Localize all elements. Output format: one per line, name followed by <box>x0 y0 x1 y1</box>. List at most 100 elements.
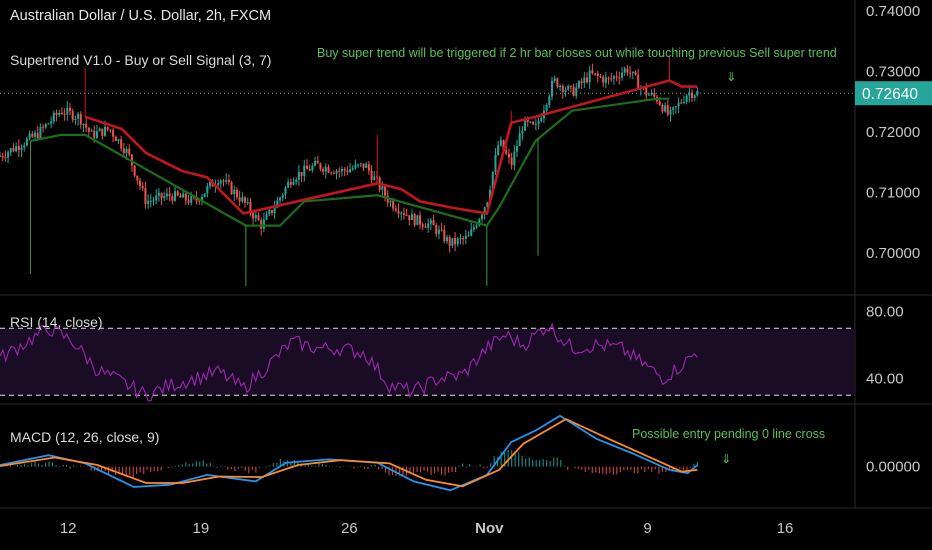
candle-body <box>588 70 591 83</box>
chart-title: Australian Dollar / U.S. Dollar, 2h, FXC… <box>10 8 271 24</box>
candle-body <box>273 207 276 214</box>
candle-body <box>367 164 370 171</box>
candle-body <box>128 148 131 155</box>
candle-body <box>47 123 50 125</box>
axes: 0.74000 0.73000 0.72000 0.71000 0.70000 80.00… <box>60 3 932 537</box>
candle-body <box>39 126 42 139</box>
candle-body <box>171 196 174 201</box>
candle-body <box>338 171 341 173</box>
candle-body <box>351 168 354 170</box>
candle-body <box>125 148 128 154</box>
candle-body <box>410 214 413 221</box>
time-tick-label: Nov <box>475 520 504 537</box>
rsi-title: RSI (14, close) <box>10 314 103 330</box>
supertrend-buy-line <box>30 97 670 227</box>
candle-body <box>658 101 661 105</box>
candle-body <box>23 145 26 148</box>
candle-body <box>346 170 349 173</box>
candle-body <box>36 132 39 139</box>
candle-body <box>497 145 500 155</box>
candle-body <box>101 128 104 136</box>
candle-body <box>340 169 343 172</box>
candle-body <box>577 81 580 88</box>
candle-body <box>217 183 220 185</box>
candle-body <box>661 104 664 112</box>
candle-body <box>666 105 669 115</box>
candle-body <box>626 68 629 73</box>
candle-body <box>524 118 527 131</box>
candle-body <box>308 169 311 171</box>
candle-body <box>314 160 317 166</box>
last-price-badge <box>855 81 932 106</box>
candle-body <box>42 126 45 128</box>
candle-body <box>332 172 335 174</box>
candle-body <box>292 181 295 185</box>
signal-line <box>0 418 698 488</box>
rsi-band <box>0 328 855 396</box>
candle-body <box>537 121 540 125</box>
candle-body <box>316 160 319 164</box>
rsi-line <box>0 322 698 402</box>
candle-body <box>160 192 163 199</box>
macd-annotation: Possible entry pending 0 line cross <box>632 427 825 441</box>
candle-body <box>507 153 510 158</box>
candle-body <box>491 171 494 190</box>
candle-body <box>696 90 699 96</box>
candle-body <box>112 130 115 137</box>
candle-body <box>370 170 373 181</box>
candle-body <box>58 112 61 116</box>
candle-body <box>144 188 147 204</box>
candle-body <box>179 195 182 198</box>
candle-body <box>594 73 597 75</box>
candle-body <box>583 77 586 83</box>
candle-body <box>95 131 98 138</box>
candle-body <box>246 202 249 204</box>
candle-body <box>184 193 187 201</box>
candle-body <box>669 110 672 115</box>
arrow-down-icon: ⇓ <box>726 70 736 84</box>
supertrend-sell-line <box>84 79 698 215</box>
candle-body <box>569 85 572 87</box>
candle-body <box>443 229 446 242</box>
candle-body <box>607 77 610 79</box>
candle-body <box>82 123 85 125</box>
candle-body <box>534 124 537 126</box>
candle-body <box>249 202 252 213</box>
candle-body <box>454 238 457 245</box>
candle-body <box>20 147 23 151</box>
candle-body <box>200 196 203 202</box>
candle-body <box>225 180 228 182</box>
candle-body <box>456 238 459 245</box>
candle-body <box>238 197 241 202</box>
candle-body <box>319 163 322 169</box>
candle-body <box>362 163 365 168</box>
candle-body <box>265 214 268 220</box>
candle-body <box>397 210 400 214</box>
candle-body <box>553 78 556 81</box>
candle-body <box>55 112 58 116</box>
candle-body <box>561 85 564 92</box>
candle-body <box>324 167 327 172</box>
candle-body <box>15 146 18 152</box>
candle-body <box>416 215 419 226</box>
candle-body <box>77 113 80 119</box>
candle-body <box>389 201 392 203</box>
candle-body <box>25 138 28 146</box>
candle-body <box>672 107 675 111</box>
candle-body <box>168 193 171 197</box>
macd-line <box>0 414 698 492</box>
candle-body <box>74 118 77 120</box>
candle-body <box>1 156 4 158</box>
candle-body <box>521 130 524 134</box>
candle-body <box>300 171 303 177</box>
candle-body <box>79 113 82 125</box>
candle-body <box>349 169 352 173</box>
candle-body <box>268 210 271 215</box>
candle-body <box>647 94 650 96</box>
candle-body <box>419 215 422 225</box>
candle-body <box>187 200 190 203</box>
candle-body <box>157 192 160 196</box>
arrow-down-icon: ⇓ <box>721 452 731 466</box>
candle-body <box>305 165 308 170</box>
